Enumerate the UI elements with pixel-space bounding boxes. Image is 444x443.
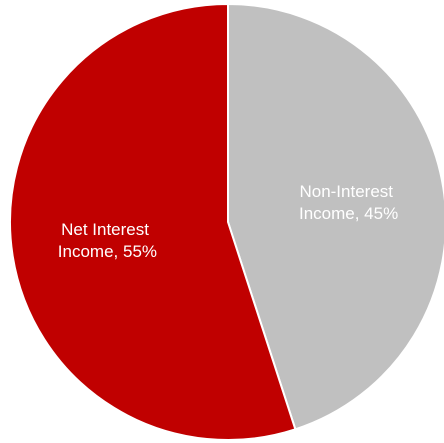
slice-label-net-interest-line2: Income, 55% [58,242,157,261]
slice-label-non-interest-line1: Non-Interest [299,182,393,201]
slice-label-net-interest-line1: Net Interest [61,220,149,239]
pie-labels: Net Interest Income, 55% Non-Interest In… [58,182,398,261]
pie-slice-net-interest [9,2,297,441]
slice-label-non-interest: Non-Interest Income, 45% [299,182,398,223]
pie-slice-non-interest [227,2,444,431]
slice-label-net-interest: Net Interest Income, 55% [58,220,157,261]
slice-label-non-interest-line2: Income, 45% [299,204,398,223]
pie-slices [9,2,444,441]
